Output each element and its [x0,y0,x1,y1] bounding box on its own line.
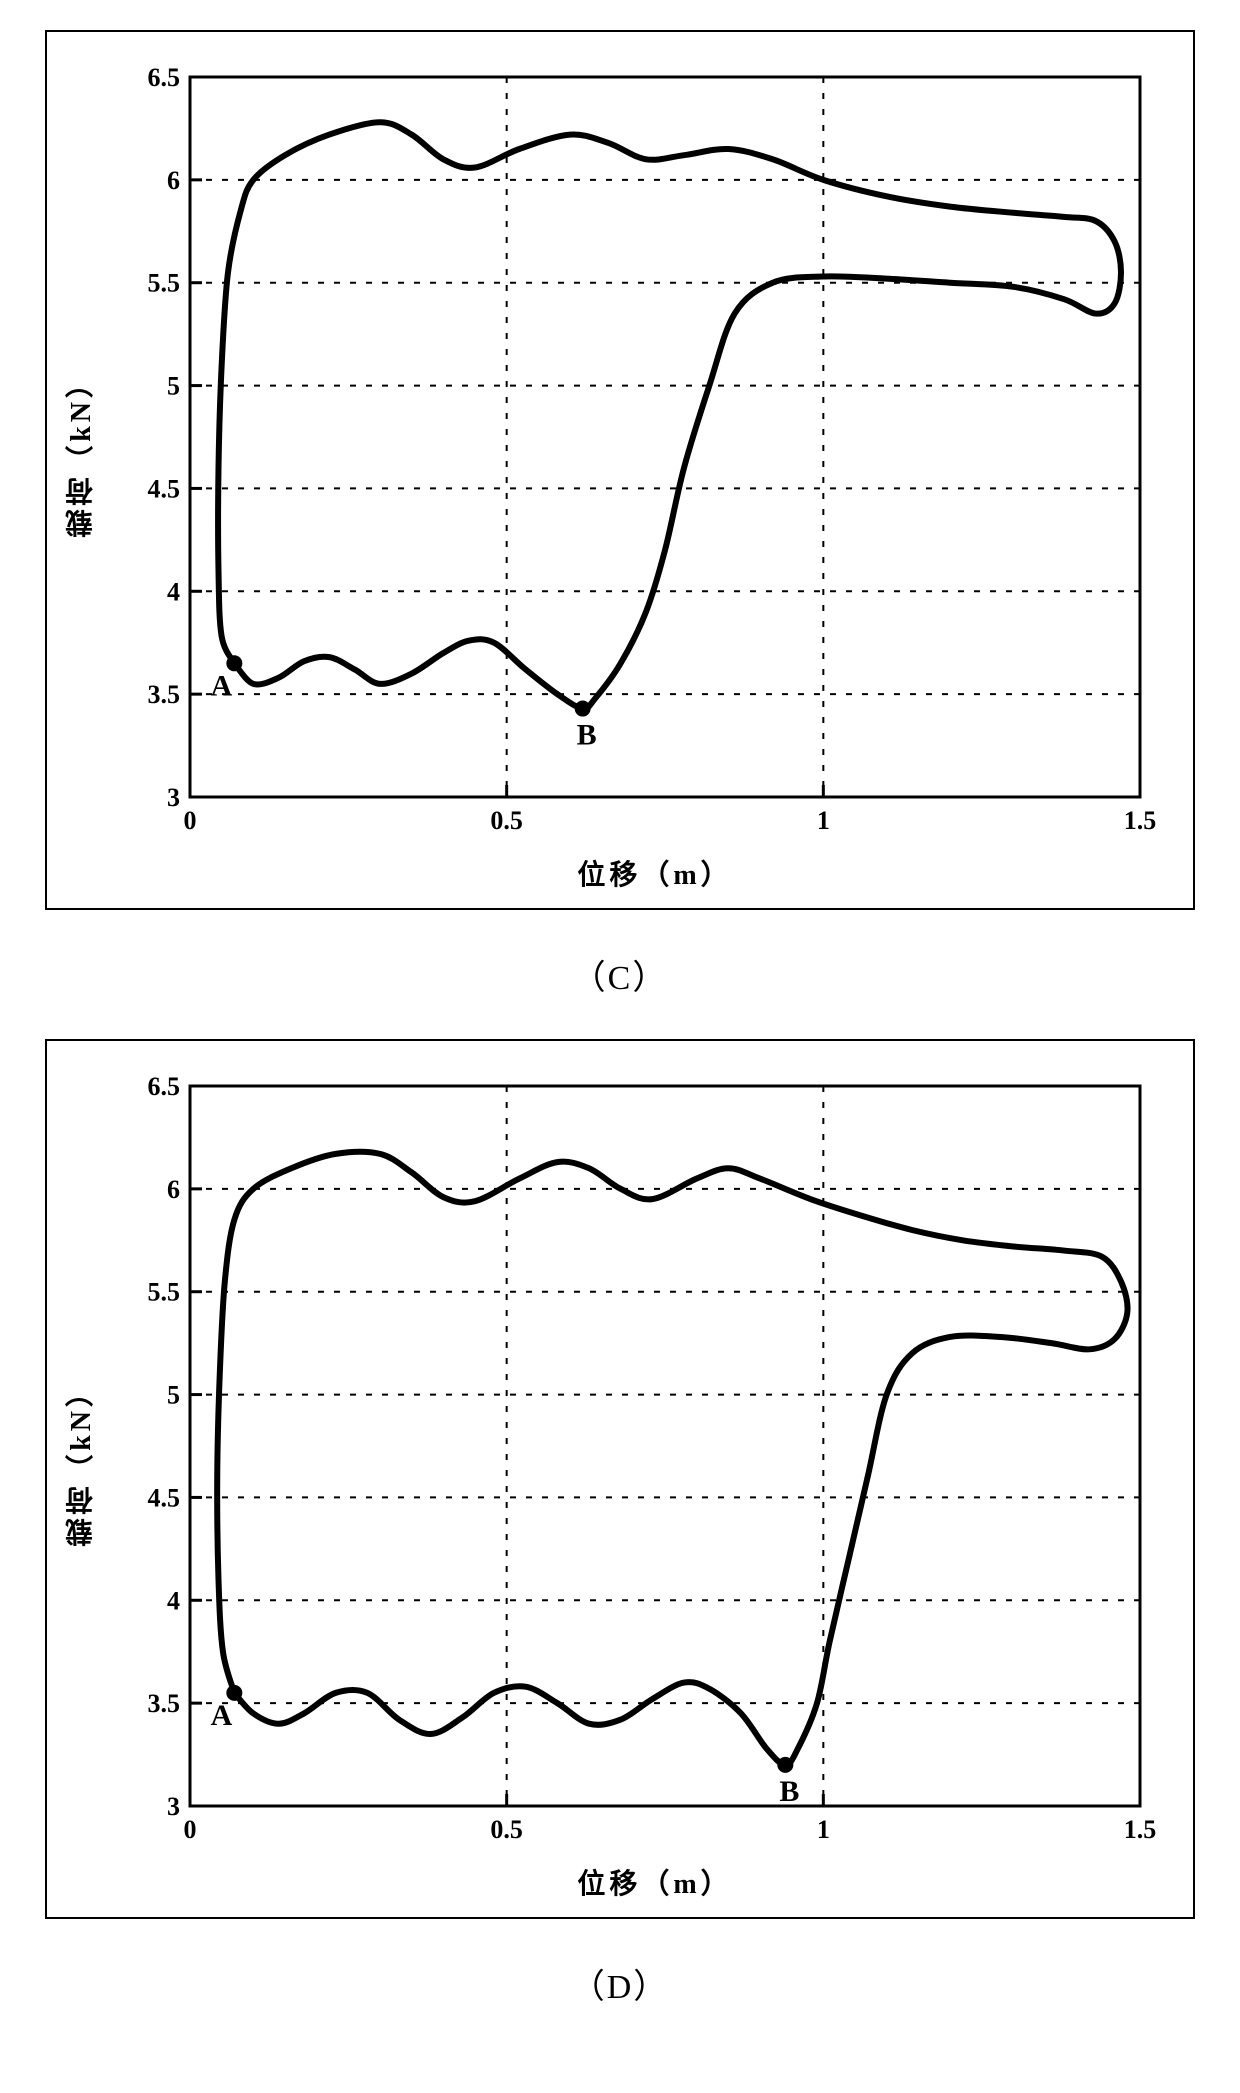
svg-text:1: 1 [817,1815,830,1844]
svg-text:5.5: 5.5 [148,1278,181,1307]
svg-text:B: B [779,1775,799,1808]
svg-text:3.5: 3.5 [148,1689,181,1718]
svg-text:B: B [577,719,597,752]
svg-text:5.5: 5.5 [148,269,181,298]
chart-c-xlabel: 位移（m） [62,853,1168,893]
svg-text:3: 3 [167,783,180,812]
caption-d: （D） [45,1959,1195,2008]
svg-text:1.5: 1.5 [1124,1815,1157,1844]
svg-text:1.5: 1.5 [1124,806,1157,835]
chart-c-frame: 载荷（kN） 3 3.5 4 4.5 5 5.5 6 6.5 0 0.5 1 1.5 A B 位移（m） [45,30,1195,910]
chart-d-ylabel: 载荷（kN） [62,1375,102,1547]
svg-text:0: 0 [184,806,197,835]
chart-d-svg: 3 3.5 4 4.5 5 5.5 6 6.5 0 0.5 1 1.5 A B [110,1066,1160,1856]
caption-c: （C） [45,950,1195,999]
svg-text:1: 1 [817,806,830,835]
svg-text:3.5: 3.5 [148,680,181,709]
chart-c-ylabel: 载荷（kN） [62,366,102,538]
svg-text:0.5: 0.5 [490,806,522,835]
svg-text:3: 3 [167,1792,180,1821]
svg-text:4: 4 [167,577,180,606]
chart-c-svg: 3 3.5 4 4.5 5 5.5 6 6.5 0 0.5 1 1.5 A B [110,57,1160,847]
svg-text:6: 6 [167,166,180,195]
svg-text:A: A [211,669,233,702]
svg-text:6.5: 6.5 [148,63,181,92]
chart-d-xlabel: 位移（m） [62,1862,1168,1902]
svg-text:A: A [211,1699,233,1732]
svg-text:6.5: 6.5 [148,1072,181,1101]
figure-d: 载荷（kN） 33.544.555.566.500.511.5AB 位移（m） … [45,1039,1195,2008]
svg-text:5: 5 [167,372,180,401]
svg-text:4: 4 [167,1586,180,1615]
svg-text:0.5: 0.5 [490,1815,522,1844]
svg-text:4.5: 4.5 [148,1483,181,1512]
svg-text:6: 6 [167,1175,180,1204]
figure-c: 载荷（kN） 33.544.555.566.500.511.5AB 位移（m） … [45,30,1195,999]
svg-text:0: 0 [184,1815,197,1844]
svg-text:4.5: 4.5 [148,474,181,503]
chart-d-frame: 载荷（kN） 3 3.5 4 4.5 5 5.5 6 6.5 0 0.5 1 1.5 A B 位移（m） [45,1039,1195,1919]
svg-text:5: 5 [167,1381,180,1410]
